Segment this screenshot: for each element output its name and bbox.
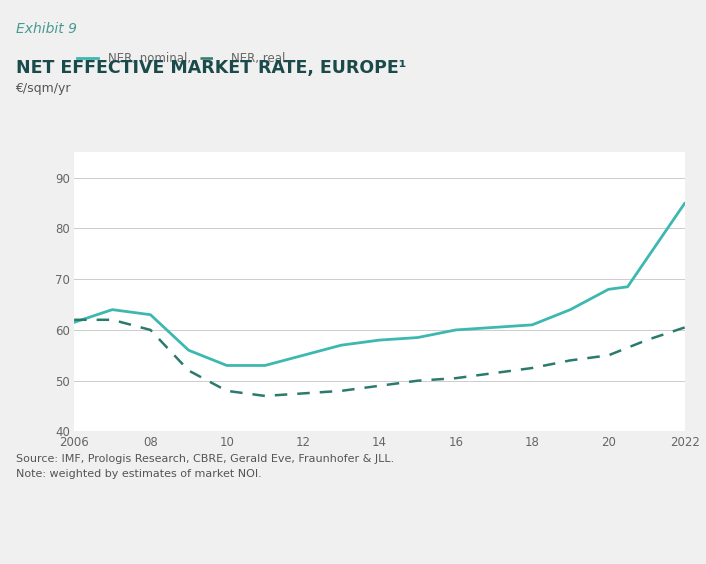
Legend: NER, nominal,, NER, real: NER, nominal,, NER, real [77,52,285,65]
Text: NET EFFECTIVE MARKET RATE, EUROPE¹: NET EFFECTIVE MARKET RATE, EUROPE¹ [16,59,406,77]
Text: €/sqm/yr: €/sqm/yr [16,82,71,95]
Text: Source: IMF, Prologis Research, CBRE, Gerald Eve, Fraunhofer & JLL.
Note: weight: Source: IMF, Prologis Research, CBRE, Ge… [16,454,394,479]
Text: Exhibit 9: Exhibit 9 [16,23,76,37]
